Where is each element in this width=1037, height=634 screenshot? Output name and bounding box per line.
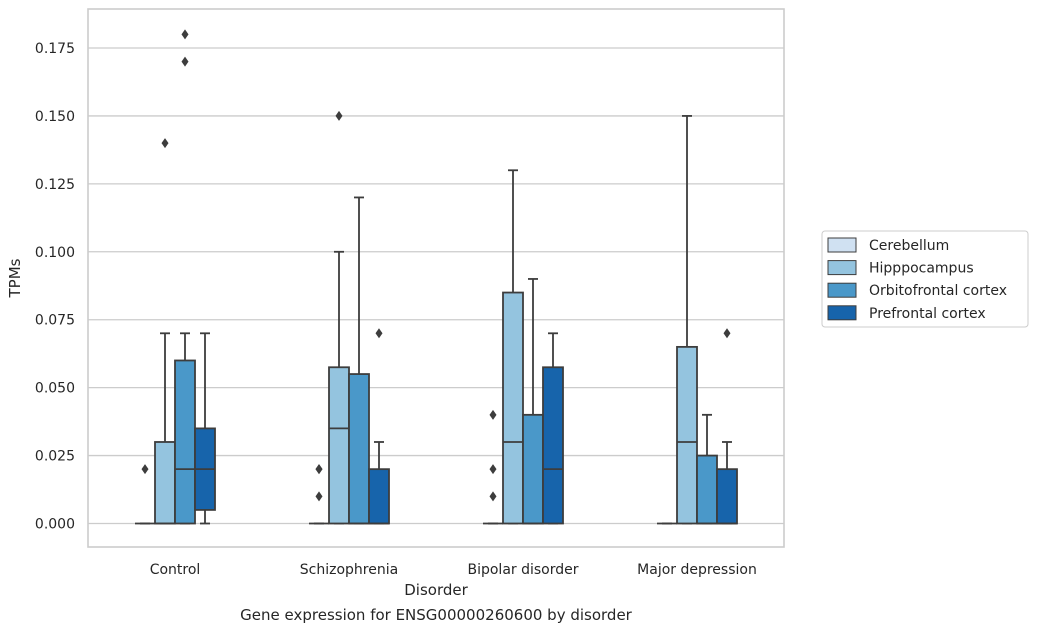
box-body bbox=[716, 468, 738, 525]
x-axis-label: Disorder bbox=[404, 581, 468, 599]
box-hipppocampus bbox=[154, 138, 176, 525]
box-body bbox=[174, 359, 196, 525]
box-orbitofrontal-cortex bbox=[522, 278, 544, 525]
y-tick-label: 0.150 bbox=[35, 109, 75, 125]
outlier-point bbox=[141, 464, 149, 475]
y-tick-label: 0.175 bbox=[35, 41, 75, 57]
legend-swatch bbox=[827, 260, 857, 276]
box-cerebellum bbox=[135, 464, 155, 525]
box-body bbox=[522, 413, 544, 525]
legend-label: Cerebellum bbox=[869, 238, 949, 254]
y-tick-label: 0.050 bbox=[35, 381, 75, 397]
box-prefrontal-cortex bbox=[368, 328, 390, 525]
legend-label: Prefrontal cortex bbox=[869, 306, 986, 322]
x-tick-label: Schizophrenia bbox=[300, 562, 398, 578]
y-tick-label: 0.100 bbox=[35, 245, 75, 261]
box-body bbox=[368, 468, 390, 525]
legend-label: Hipppocampus bbox=[869, 261, 974, 277]
legend-swatch bbox=[827, 237, 857, 253]
legend-swatch bbox=[827, 282, 857, 298]
box-orbitofrontal-cortex bbox=[696, 413, 718, 525]
outlier-point bbox=[489, 491, 497, 502]
y-tick-label: 0.075 bbox=[35, 313, 75, 329]
legend-frame bbox=[821, 230, 1029, 328]
box-plot-marks bbox=[135, 29, 738, 525]
outlier-point bbox=[181, 29, 189, 40]
y-tick-label: 0.025 bbox=[35, 449, 75, 465]
legend: Cerebellum Hipppocampus Orbitofrontal cort… bbox=[821, 230, 1029, 328]
outlier-point bbox=[489, 464, 497, 475]
outlier-point bbox=[375, 328, 383, 339]
x-axis-ticks: Control Schizophrenia Bipolar disorder Majo… bbox=[150, 562, 757, 578]
x-tick-label: Major depression bbox=[637, 562, 757, 578]
box-prefrontal-cortex bbox=[716, 328, 738, 525]
box-body bbox=[154, 441, 176, 525]
outlier-point bbox=[161, 138, 169, 149]
y-tick-label: 0.125 bbox=[35, 177, 75, 193]
figure-caption: Gene expression for ENSG00000260600 by d… bbox=[240, 606, 632, 624]
x-tick-label: Control bbox=[150, 562, 201, 578]
box-cerebellum bbox=[309, 464, 329, 525]
box-body bbox=[676, 345, 698, 525]
box-body bbox=[696, 454, 718, 525]
legend-swatch bbox=[827, 305, 857, 321]
box-orbitofrontal-cortex bbox=[348, 196, 370, 525]
box-prefrontal-cortex bbox=[194, 332, 216, 525]
box-hipppocampus bbox=[328, 110, 350, 525]
outlier-point bbox=[315, 464, 323, 475]
box-hipppocampus bbox=[502, 169, 524, 525]
outlier-point bbox=[335, 110, 343, 121]
box-body bbox=[348, 373, 370, 525]
legend-label: Orbitofrontal cortex bbox=[869, 283, 1007, 299]
box-cerebellum bbox=[483, 409, 503, 525]
box-prefrontal-cortex bbox=[542, 332, 564, 525]
outlier-point bbox=[181, 56, 189, 67]
y-axis-ticks: 0.000 0.025 0.050 0.075 0.100 0.125 0.150 0.175 bbox=[35, 41, 75, 533]
y-axis-label: TPMs bbox=[6, 258, 24, 298]
outlier-point bbox=[489, 409, 497, 420]
x-tick-label: Bipolar disorder bbox=[467, 562, 578, 578]
box-body bbox=[542, 366, 564, 525]
box-body bbox=[502, 291, 524, 525]
box-body bbox=[328, 366, 350, 525]
box-hipppocampus bbox=[676, 115, 698, 525]
box-orbitofrontal-cortex bbox=[174, 29, 196, 525]
axes-frame bbox=[87, 8, 785, 548]
y-tick-label: 0.000 bbox=[35, 517, 75, 533]
outlier-point bbox=[315, 491, 323, 502]
outlier-point bbox=[723, 328, 731, 339]
